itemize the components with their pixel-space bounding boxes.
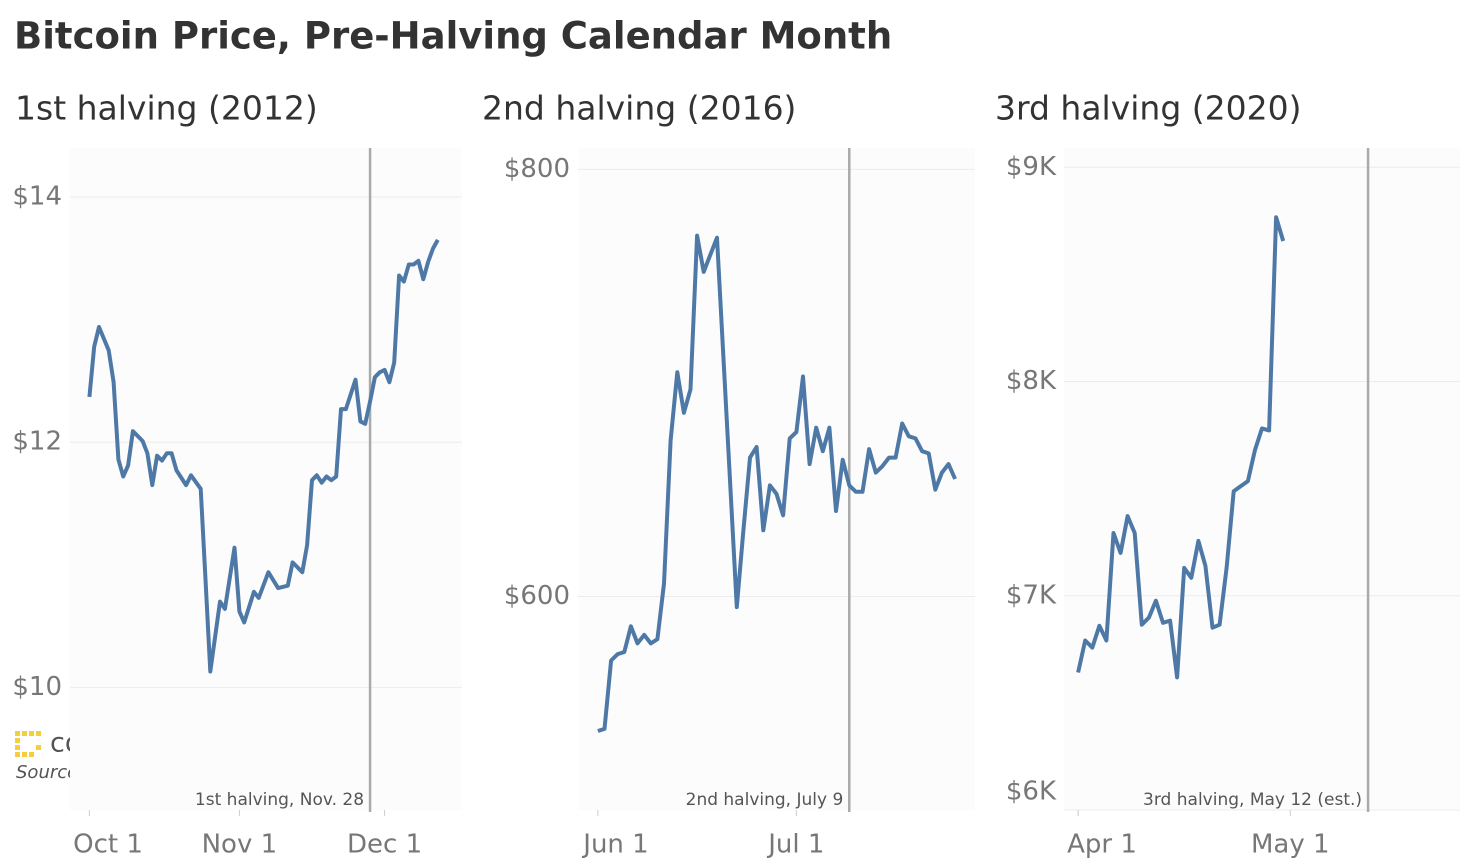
price-line [1076,215,1286,680]
y-tick-label: $9K [1006,152,1057,182]
halving-label: 2nd halving, July 9 [686,790,844,810]
price-line [597,233,957,733]
y-tick-label: $10 [12,672,62,702]
y-tick-label: $14 [12,182,62,212]
panel-title: 1st halving (2012) [15,89,318,128]
logo-icon [15,731,41,757]
plot-background [578,148,975,810]
halving-label: 1st halving, Nov. 28 [195,790,364,810]
panel-title: 2nd halving (2016) [482,89,796,128]
x-tick-label: Jul 1 [766,830,824,860]
main-title: Bitcoin Price, Pre-Halving Calendar Mont… [14,15,892,58]
x-tick-label: Oct 1 [73,830,143,860]
halving-label: 3rd halving, May 12 (est.) [1143,790,1362,810]
plot-background [70,148,462,810]
x-tick-label: Jun 1 [581,830,648,860]
plot-background [1064,148,1460,810]
y-tick-label: $800 [504,154,570,184]
x-tick-label: Nov 1 [202,830,278,860]
y-tick-label: $6K [1006,777,1057,807]
panel-title: 3rd halving (2020) [995,89,1302,128]
y-tick-label: $8K [1006,366,1057,396]
x-tick-label: Apr 1 [1067,830,1137,860]
y-tick-label: $7K [1006,580,1057,610]
x-tick-label: Dec 1 [347,830,422,860]
y-tick-label: $600 [504,581,570,611]
price-line [87,238,440,674]
y-tick-label: $12 [12,427,62,457]
x-tick-label: May 1 [1251,830,1330,860]
